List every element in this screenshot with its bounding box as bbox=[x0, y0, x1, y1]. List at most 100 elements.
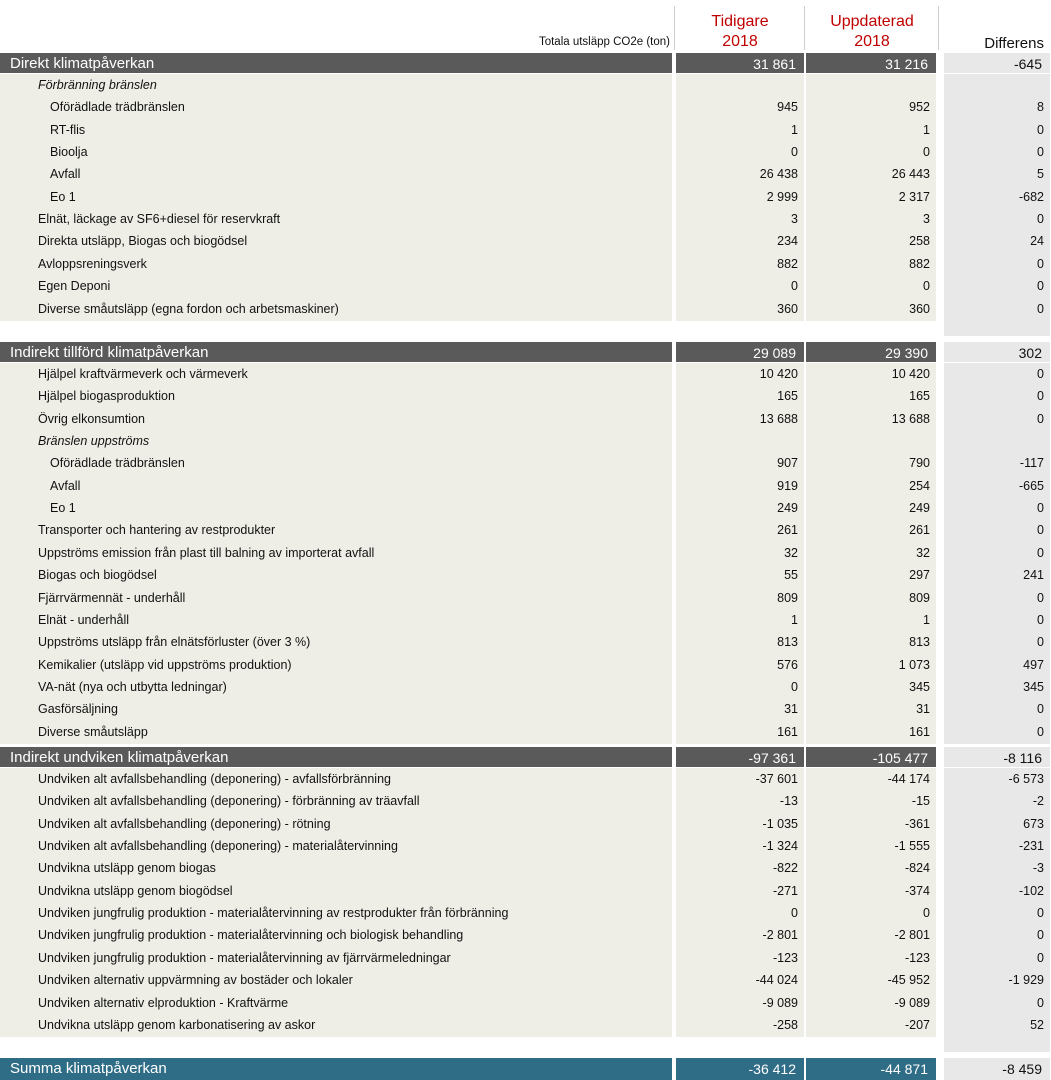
row-differens-value: -2 bbox=[944, 790, 1050, 814]
row-label: Direkta utsläpp, Biogas och biogödsel bbox=[0, 230, 672, 254]
row-tidigare-value: 882 bbox=[676, 252, 804, 276]
col-uppdaterad-line2: 2018 bbox=[854, 33, 890, 50]
row-differens-value: 0 bbox=[944, 586, 1050, 610]
row-tidigare-value: -1 035 bbox=[676, 812, 804, 836]
row-label: Fjärrvärmennät - underhåll bbox=[0, 586, 672, 610]
row-uppdaterad-value: 3 bbox=[806, 208, 936, 232]
row-tidigare-value: 360 bbox=[676, 297, 804, 321]
column-separator bbox=[674, 6, 675, 50]
row-differens-value: 0 bbox=[944, 946, 1050, 970]
row-differens-value: 0 bbox=[944, 275, 1050, 299]
row-differens-value: 0 bbox=[944, 519, 1050, 543]
col-uppdaterad-line1: Uppdaterad bbox=[830, 13, 914, 30]
section-tidigare-total: 31 861 bbox=[676, 53, 804, 73]
summary-title: Summa klimatpåverkan bbox=[0, 1058, 672, 1080]
row-differens-value: 0 bbox=[944, 297, 1050, 321]
summary-tidigare-total: -36 412 bbox=[676, 1058, 804, 1080]
row-tidigare-value: -9 089 bbox=[676, 991, 804, 1015]
row-uppdaterad-value: 10 420 bbox=[806, 363, 936, 386]
row-uppdaterad-value: 345 bbox=[806, 675, 936, 699]
col-tidigare-line1: Tidigare bbox=[711, 13, 769, 30]
row-differens-value: 24 bbox=[944, 230, 1050, 254]
row-label: Undviken alt avfallsbehandling (deponeri… bbox=[0, 812, 672, 836]
row-label: Uppströms utsläpp från elnätsförluster (… bbox=[0, 631, 672, 655]
row-label: Oförädlade trädbränslen bbox=[0, 96, 672, 120]
row-tidigare-value: -2 801 bbox=[676, 924, 804, 948]
row-differens-value: 0 bbox=[944, 208, 1050, 232]
row-differens-value: 0 bbox=[944, 118, 1050, 142]
row-tidigare-value: 234 bbox=[676, 230, 804, 254]
section-tidigare-total: 29 089 bbox=[676, 342, 804, 362]
section-title: Indirekt undviken klimatpåverkan bbox=[0, 747, 672, 767]
row-uppdaterad-value bbox=[806, 430, 936, 454]
row-label: Undviken jungfrulig produktion - materia… bbox=[0, 946, 672, 970]
row-tidigare-value: -258 bbox=[676, 1013, 804, 1037]
row-tidigare-value: 1 bbox=[676, 608, 804, 632]
row-uppdaterad-value: -15 bbox=[806, 790, 936, 814]
row-tidigare-value: 261 bbox=[676, 519, 804, 543]
row-label: Undvikna utsläpp genom biogödsel bbox=[0, 879, 672, 903]
row-uppdaterad-value: -45 952 bbox=[806, 969, 936, 993]
row-uppdaterad-value: 1 bbox=[806, 118, 936, 142]
row-tidigare-value: 165 bbox=[676, 385, 804, 409]
section-differens-total: -8 116 bbox=[944, 747, 1050, 767]
row-uppdaterad-value: -361 bbox=[806, 812, 936, 836]
row-label: Avfall bbox=[0, 474, 672, 498]
row-label: Hjälpel kraftvärmeverk och värmeverk bbox=[0, 363, 672, 386]
section-differens-total: 302 bbox=[944, 342, 1050, 362]
row-differens-value: 0 bbox=[944, 720, 1050, 744]
row-label: Eo 1 bbox=[0, 497, 672, 521]
row-differens-value: 0 bbox=[944, 497, 1050, 521]
row-uppdaterad-value: 297 bbox=[806, 564, 936, 588]
row-label: Gasförsäljning bbox=[0, 698, 672, 722]
row-differens-value: -117 bbox=[944, 452, 1050, 476]
row-label: Biogas och biogödsel bbox=[0, 564, 672, 588]
row-uppdaterad-value: 13 688 bbox=[806, 407, 936, 431]
row-uppdaterad-value: 360 bbox=[806, 297, 936, 321]
row-tidigare-value: 0 bbox=[676, 675, 804, 699]
row-uppdaterad-value: 952 bbox=[806, 96, 936, 120]
row-uppdaterad-value: -1 555 bbox=[806, 835, 936, 859]
row-tidigare-value: 0 bbox=[676, 275, 804, 299]
row-label: Hjälpel biogasproduktion bbox=[0, 385, 672, 409]
row-uppdaterad-value: 2 317 bbox=[806, 185, 936, 209]
row-differens-value: 241 bbox=[944, 564, 1050, 588]
row-uppdaterad-value: -123 bbox=[806, 946, 936, 970]
row-differens-value: 8 bbox=[944, 96, 1050, 120]
row-label: RT-flis bbox=[0, 118, 672, 142]
row-uppdaterad-value: 0 bbox=[806, 902, 936, 926]
row-label: Undviken jungfrulig produktion - materia… bbox=[0, 902, 672, 926]
row-differens-value: 5 bbox=[944, 163, 1050, 187]
row-tidigare-value: 809 bbox=[676, 586, 804, 610]
row-differens-value: 0 bbox=[944, 631, 1050, 655]
row-tidigare-value: 13 688 bbox=[676, 407, 804, 431]
row-uppdaterad-value: 882 bbox=[806, 252, 936, 276]
row-uppdaterad-value: 0 bbox=[806, 141, 936, 165]
row-uppdaterad-value: -2 801 bbox=[806, 924, 936, 948]
row-differens-value: 0 bbox=[944, 902, 1050, 926]
row-tidigare-value: 249 bbox=[676, 497, 804, 521]
row-differens-value: -231 bbox=[944, 835, 1050, 859]
row-differens-value: -665 bbox=[944, 474, 1050, 498]
row-uppdaterad-value: 161 bbox=[806, 720, 936, 744]
row-label: Förbränning bränslen bbox=[0, 74, 672, 97]
row-label: Undviken alt avfallsbehandling (deponeri… bbox=[0, 790, 672, 814]
row-label: Undviken jungfrulig produktion - materia… bbox=[0, 924, 672, 948]
section-uppdaterad-total: 29 390 bbox=[806, 342, 936, 362]
row-tidigare-value: 2 999 bbox=[676, 185, 804, 209]
row-differens-value: 0 bbox=[944, 252, 1050, 276]
row-differens-value: 0 bbox=[944, 991, 1050, 1015]
section-uppdaterad-total: 31 216 bbox=[806, 53, 936, 73]
row-tidigare-value: 10 420 bbox=[676, 363, 804, 386]
section-differens-total: -645 bbox=[944, 53, 1050, 73]
row-label: Eo 1 bbox=[0, 185, 672, 209]
row-uppdaterad-value: 261 bbox=[806, 519, 936, 543]
row-differens-value: 0 bbox=[944, 363, 1050, 386]
row-tidigare-value: 945 bbox=[676, 96, 804, 120]
row-tidigare-value bbox=[676, 74, 804, 97]
row-differens-value: -1 929 bbox=[944, 969, 1050, 993]
section-title: Indirekt tillförd klimatpåverkan bbox=[0, 342, 672, 362]
row-uppdaterad-value: 258 bbox=[806, 230, 936, 254]
row-tidigare-value: -271 bbox=[676, 879, 804, 903]
row-tidigare-value bbox=[676, 430, 804, 454]
